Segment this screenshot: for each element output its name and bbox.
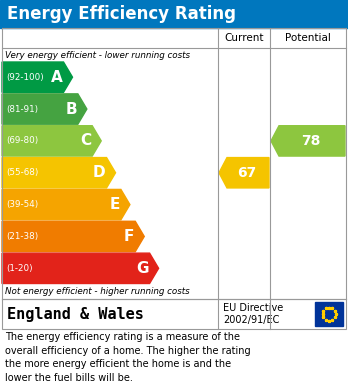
Polygon shape	[2, 94, 87, 124]
Text: (55-68): (55-68)	[6, 168, 38, 177]
Polygon shape	[219, 158, 269, 188]
Text: Not energy efficient - higher running costs: Not energy efficient - higher running co…	[5, 287, 190, 296]
Polygon shape	[2, 189, 130, 220]
Text: (69-80): (69-80)	[6, 136, 38, 145]
Text: C: C	[80, 133, 91, 149]
Text: EU Directive
2002/91/EC: EU Directive 2002/91/EC	[223, 303, 283, 325]
Polygon shape	[2, 253, 159, 283]
Text: 78: 78	[301, 134, 321, 148]
Text: D: D	[93, 165, 105, 180]
Text: The energy efficiency rating is a measure of the
overall efficiency of a home. T: The energy efficiency rating is a measur…	[5, 332, 251, 383]
Text: E: E	[110, 197, 120, 212]
Text: F: F	[124, 229, 134, 244]
Bar	[0, 0, 348, 28]
Text: 67: 67	[237, 166, 256, 180]
Text: G: G	[136, 261, 149, 276]
Text: Very energy efficient - lower running costs: Very energy efficient - lower running co…	[5, 50, 190, 59]
Polygon shape	[2, 221, 144, 252]
Text: Energy Efficiency Rating: Energy Efficiency Rating	[7, 5, 236, 23]
Text: (81-91): (81-91)	[6, 104, 38, 113]
Polygon shape	[271, 126, 345, 156]
Text: B: B	[65, 102, 77, 117]
Text: A: A	[51, 70, 63, 85]
Text: (39-54): (39-54)	[6, 200, 38, 209]
Text: (1-20): (1-20)	[6, 264, 33, 273]
Polygon shape	[2, 126, 101, 156]
Bar	[315, 302, 343, 326]
Bar	[2, 299, 346, 329]
Text: (92-100): (92-100)	[6, 73, 44, 82]
Text: Potential: Potential	[285, 33, 331, 43]
Text: (21-38): (21-38)	[6, 232, 38, 241]
Polygon shape	[2, 62, 72, 92]
Text: Current: Current	[224, 33, 264, 43]
Polygon shape	[2, 158, 116, 188]
Text: England & Wales: England & Wales	[7, 307, 144, 321]
